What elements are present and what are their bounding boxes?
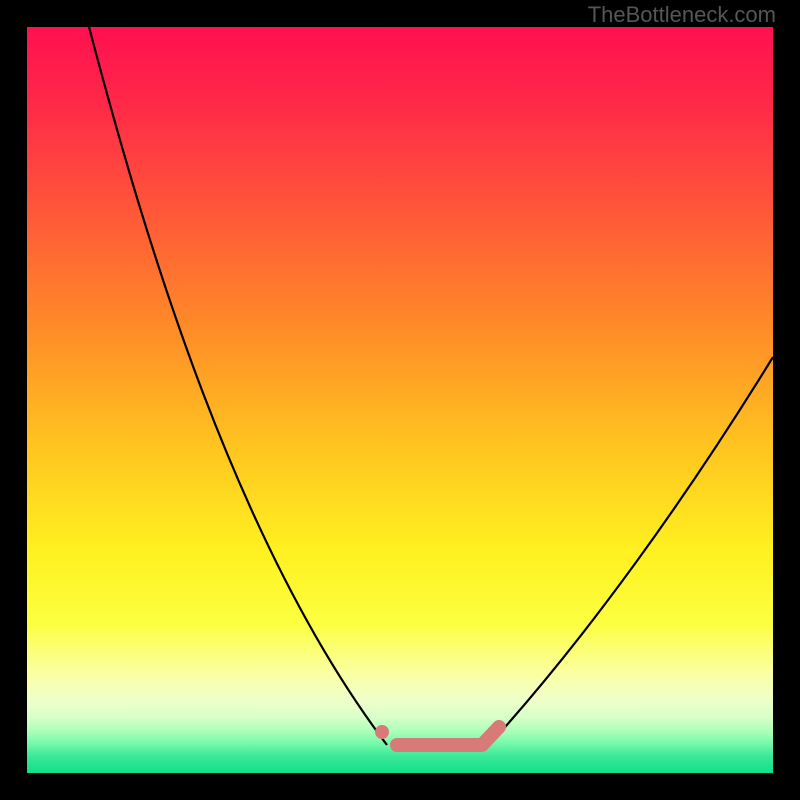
watermark-text: TheBottleneck.com [588, 2, 776, 28]
right-curve [489, 357, 773, 745]
left-curve [89, 27, 387, 745]
marker-dot [375, 725, 389, 739]
figure-frame: TheBottleneck.com [0, 0, 800, 800]
curve-layer [27, 27, 773, 773]
plot-area [27, 27, 773, 773]
marker-path [397, 727, 499, 745]
